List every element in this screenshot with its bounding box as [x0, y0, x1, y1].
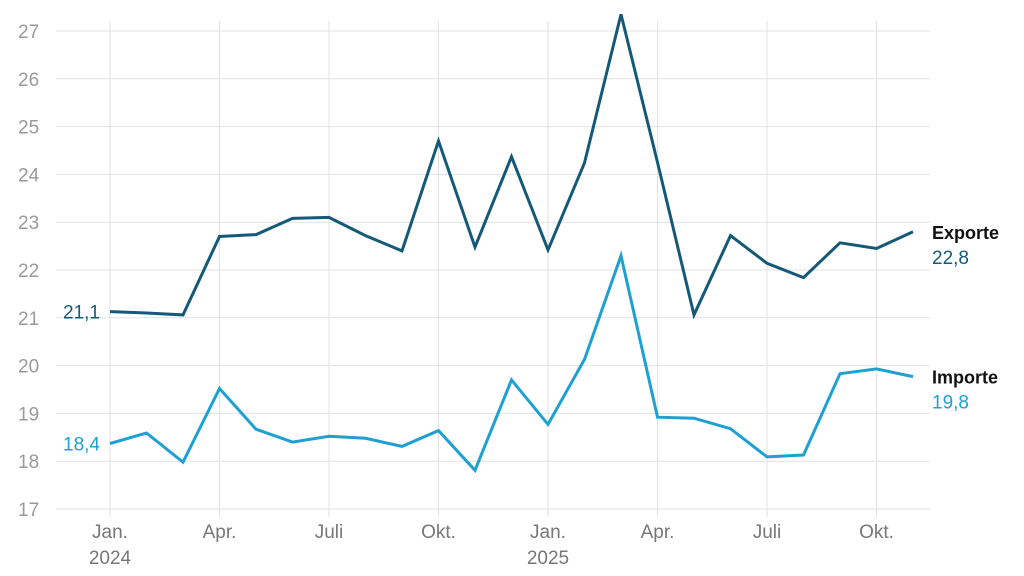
- series-line-importe: [109, 250, 914, 474]
- x-tick-label: Jan.: [92, 522, 128, 543]
- x-axis: Jan. 2024 Apr. Juli Okt. Jan. 2025 Apr. Juli Okt.: [89, 522, 894, 569]
- y-axis: 17 18 19 20 21 22 23 24 25 26 27: [18, 22, 40, 521]
- x-tick-year: 2025: [527, 548, 569, 569]
- x-tick-year: 2024: [89, 548, 132, 569]
- x-tick-label: Okt.: [859, 522, 894, 543]
- y-tick-label: 26: [18, 70, 39, 91]
- y-tick-label: 27: [18, 22, 39, 43]
- x-tick-label: Apr.: [203, 522, 237, 543]
- y-tick-label: 25: [18, 118, 39, 139]
- gridlines: [56, 21, 930, 517]
- series-line-exporte: [109, 13, 914, 320]
- series-name-label: Exporte: [932, 223, 999, 243]
- x-tick-label: Okt.: [421, 522, 456, 543]
- x-tick-label: Juli: [315, 522, 344, 543]
- y-tick-label: 21: [18, 309, 39, 330]
- series-lines: [109, 13, 914, 474]
- y-tick-label: 20: [18, 357, 39, 378]
- end-value-label: 19,8: [932, 393, 969, 414]
- y-tick-label: 18: [18, 452, 39, 473]
- y-tick-label: 19: [18, 404, 39, 425]
- y-tick-label: 17: [18, 500, 39, 521]
- series-name-label: Importe: [932, 368, 998, 388]
- start-value-label: 21,1: [63, 303, 100, 324]
- start-value-label: 18,4: [63, 435, 100, 456]
- x-tick-label: Apr.: [641, 522, 675, 543]
- y-tick-label: 24: [18, 165, 40, 186]
- x-tick-label: Jan.: [530, 522, 566, 543]
- end-value-label: 22,8: [932, 248, 969, 269]
- y-tick-label: 22: [18, 261, 39, 282]
- x-tick-label: Juli: [753, 522, 782, 543]
- series-labels: 21,1 Exporte 22,8 18,4 Importe 19,8: [63, 223, 999, 456]
- y-tick-label: 23: [18, 213, 39, 234]
